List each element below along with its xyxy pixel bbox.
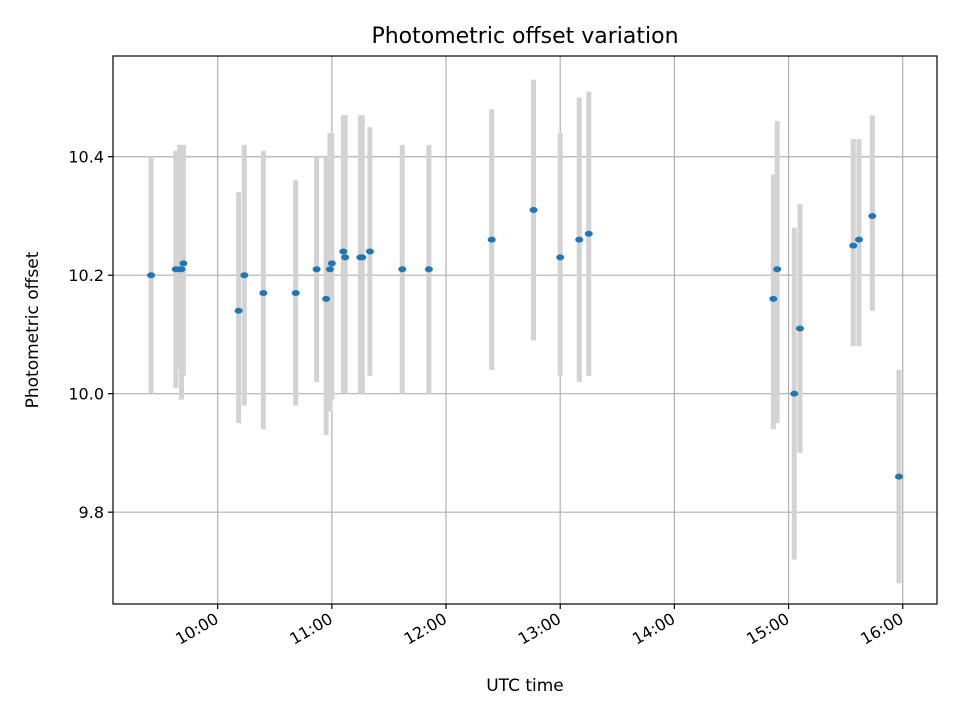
data-point <box>868 212 877 219</box>
data-point <box>259 289 268 296</box>
data-point <box>894 473 903 480</box>
data-point <box>312 266 321 273</box>
data-point <box>795 325 804 332</box>
data-point <box>849 242 858 249</box>
data-point <box>240 272 249 279</box>
x-tick-label: 14:00 <box>629 609 678 649</box>
data-point <box>322 295 331 302</box>
y-tick-label: 10.0 <box>68 385 104 404</box>
plot-frame <box>112 55 938 605</box>
data-point <box>325 266 334 273</box>
y-tick-label: 9.8 <box>79 503 104 522</box>
y-axis-label: Photometric offset <box>23 251 43 408</box>
data-point <box>177 266 186 273</box>
x-tick-label: 15:00 <box>743 609 792 649</box>
data-point <box>556 254 565 261</box>
data-point <box>790 390 799 397</box>
data-point <box>575 236 584 243</box>
data-point <box>854 236 863 243</box>
data-point <box>487 236 496 243</box>
data-point <box>147 272 156 279</box>
data-point <box>398 266 407 273</box>
x-tick-label: 13:00 <box>515 609 564 649</box>
data-point <box>339 248 348 255</box>
data-point <box>424 266 433 273</box>
data-point <box>769 295 778 302</box>
tick-layer: 10:00 11:00 12:00 13:00 14:00 15:00 16:00 9.8 10… <box>68 148 906 649</box>
data-point <box>234 307 243 314</box>
data-point <box>291 289 300 296</box>
data-point <box>327 260 336 267</box>
errorbar-layer <box>148 79 902 584</box>
x-tick-label: 16:00 <box>857 609 906 649</box>
x-axis-label: UTC time <box>486 676 564 696</box>
y-tick-label: 10.4 <box>68 148 104 167</box>
chart-title: Photometric offset variation <box>371 24 678 49</box>
x-tick-label: 11:00 <box>286 609 335 649</box>
data-point <box>179 260 188 267</box>
x-tick-label: 10:00 <box>172 609 221 649</box>
x-tick-label: 12:00 <box>401 609 450 649</box>
data-point <box>529 207 538 214</box>
data-point <box>341 254 350 261</box>
data-point <box>358 254 367 261</box>
data-point <box>584 230 593 237</box>
data-point <box>773 266 782 273</box>
y-tick-label: 10.2 <box>68 266 104 285</box>
marker-layer <box>147 207 903 480</box>
data-point <box>365 248 374 255</box>
